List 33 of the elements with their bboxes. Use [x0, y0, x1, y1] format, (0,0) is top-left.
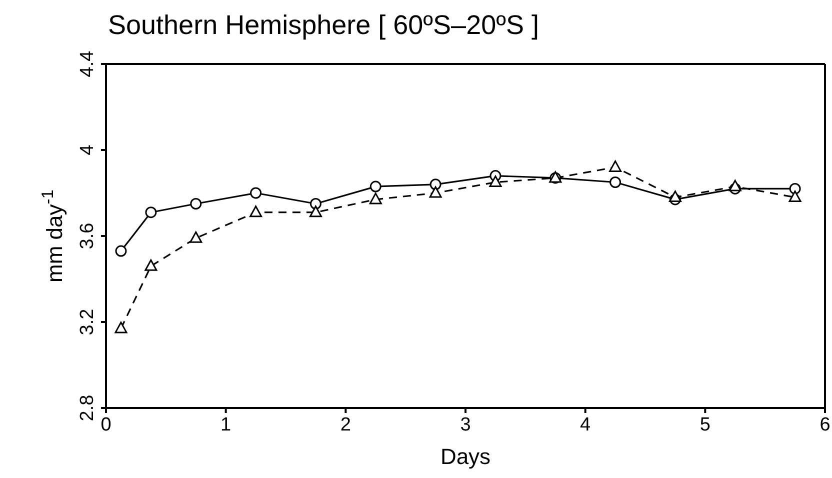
point — [610, 176, 622, 188]
point — [144, 259, 158, 271]
point — [250, 206, 262, 218]
x-tick-label: 4 — [580, 414, 592, 436]
point — [190, 231, 202, 243]
point — [145, 206, 157, 218]
y-tick-label: 3.2 — [77, 308, 98, 336]
point — [728, 180, 742, 192]
point — [609, 160, 622, 172]
x-tick-label: 0 — [100, 414, 112, 436]
point — [789, 182, 801, 194]
point — [369, 192, 382, 204]
x-tick-label: 2 — [340, 414, 351, 436]
point — [114, 322, 128, 334]
point — [489, 176, 502, 187]
chart-title: Southern Hemisphere [ 60ºS–20ºS ] — [108, 10, 539, 41]
x-tick-label: 5 — [700, 414, 710, 436]
x-tick-label: 1 — [220, 414, 232, 436]
x-tick-label: 6 — [820, 414, 830, 436]
point — [668, 190, 682, 202]
y-tick-label: 2.8 — [77, 394, 98, 422]
x-tick-label: 3 — [460, 414, 471, 436]
point — [115, 245, 127, 257]
point — [250, 187, 262, 199]
point — [190, 198, 202, 210]
point — [429, 186, 442, 198]
y-tick-label: 4 — [77, 144, 98, 156]
point — [309, 206, 322, 218]
x-axis-title: Days — [440, 444, 491, 469]
y-tick-label: 4.4 — [77, 50, 98, 78]
y-tick-label: 3.6 — [77, 222, 98, 250]
point — [370, 180, 382, 192]
point — [788, 190, 802, 202]
